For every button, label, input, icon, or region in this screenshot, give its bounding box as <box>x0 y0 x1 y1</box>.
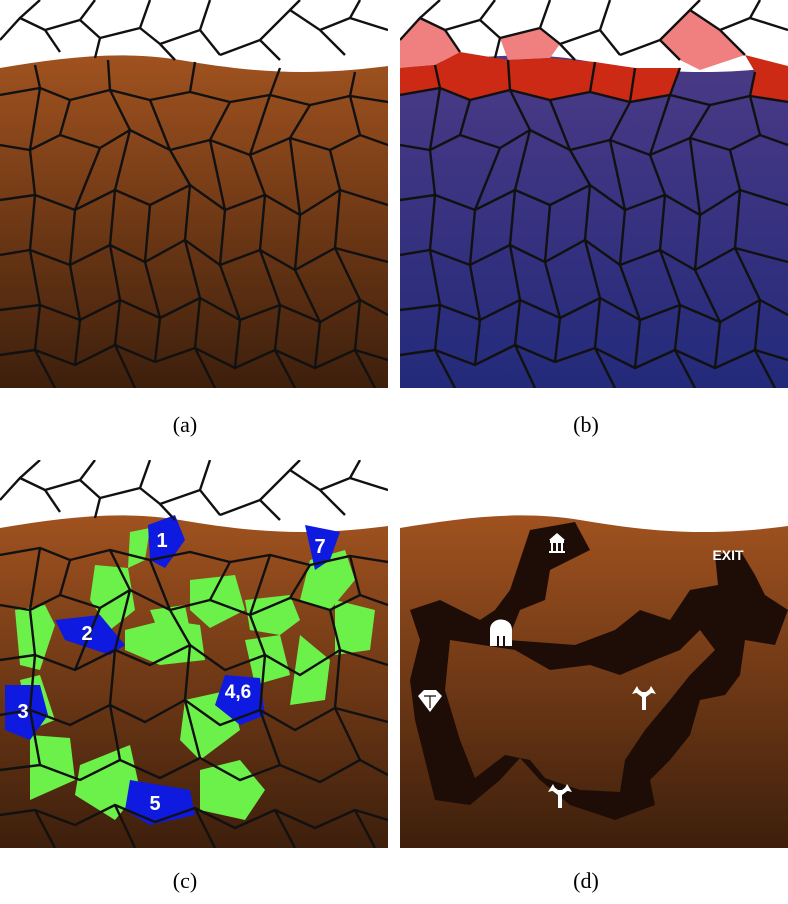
exit-label: EXIT <box>712 547 744 563</box>
panel-a <box>0 0 388 388</box>
temple-icon <box>550 540 564 543</box>
caption-d: (d) <box>573 868 599 893</box>
diamond-icon <box>418 690 442 712</box>
crossroads-icon <box>632 686 656 710</box>
surface-cell-red <box>630 68 680 102</box>
voronoi-cells <box>400 0 788 388</box>
node-label-1: 1 <box>156 530 167 552</box>
helmet-icon <box>490 619 512 646</box>
icon-temple <box>549 533 565 553</box>
subsurface-region <box>400 55 788 388</box>
caption-a: (a) <box>172 412 198 437</box>
surface-cell-red <box>590 62 635 102</box>
surface-cell-red <box>508 58 595 100</box>
soil-region <box>0 55 388 388</box>
node-label-7: 7 <box>314 536 325 558</box>
path-cells <box>15 528 375 820</box>
crossroads-icon <box>548 784 572 808</box>
voronoi-cells <box>0 0 388 388</box>
surface-cell-red <box>435 52 510 100</box>
node-label-5: 5 <box>149 793 160 815</box>
panel-c: 1 2 3 4,6 5 7 <box>0 460 388 848</box>
panel-d: EXIT <box>400 460 788 848</box>
panel-d-canvas: EXIT <box>400 460 788 848</box>
surface-cell-pink <box>660 10 745 70</box>
cave-tunnel <box>410 522 788 820</box>
panel-c-canvas: 1 2 3 4,6 5 7 <box>0 460 388 848</box>
surface-cell-red <box>745 55 788 102</box>
node-label-3: 3 <box>17 701 28 723</box>
panel-a-canvas <box>0 0 388 388</box>
panel-b <box>400 0 788 388</box>
panel-b-canvas <box>400 0 788 388</box>
node-labels: 1 2 3 4,6 5 7 <box>17 530 325 815</box>
voronoi-cells <box>0 460 388 848</box>
caption-c: (c) <box>172 868 198 893</box>
surface-cell-red <box>400 65 440 95</box>
caption-b: (b) <box>573 412 599 437</box>
surface-cell-pink <box>500 28 560 60</box>
node-label-2: 2 <box>81 623 92 645</box>
node-label-4-6: 4,6 <box>225 682 251 703</box>
